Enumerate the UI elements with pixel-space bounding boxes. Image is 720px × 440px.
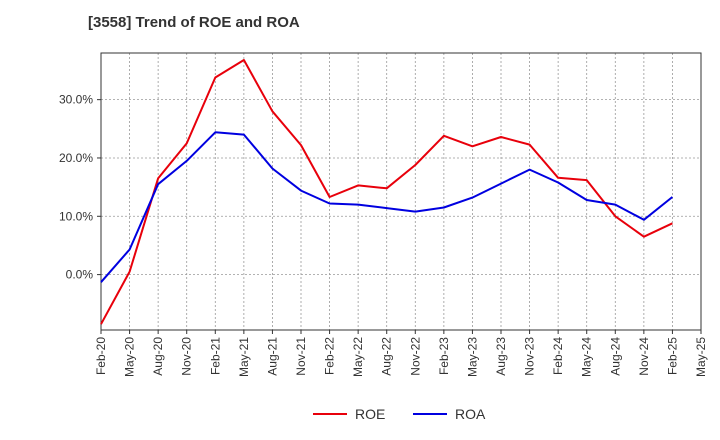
x-tick-label: Nov-24 [637,337,651,376]
x-tick-label: Aug-22 [380,337,394,376]
x-tick-label: Nov-20 [180,337,194,376]
grid-lines [100,53,702,330]
legend: ROE ROA [313,406,486,422]
x-tick-label: Nov-21 [294,337,308,376]
x-tick-label: Nov-23 [523,337,537,376]
x-tick-label: Feb-20 [94,337,108,375]
x-tick-label: May-21 [237,337,251,377]
y-tick-label: 0.0% [66,268,94,282]
x-tick-label: May-22 [351,337,365,377]
x-tick-label: Feb-22 [323,337,337,375]
x-tick-label: Aug-20 [151,337,165,376]
x-tick-label: Feb-25 [665,337,679,375]
x-tick-label: Feb-24 [551,337,565,375]
series-line-roe [100,59,673,325]
x-tick-label: Feb-21 [208,337,222,375]
chart-title: [3558] Trend of ROE and ROA [88,14,300,31]
series-line-roa [100,131,674,283]
y-tick-label: 10.0% [59,209,93,223]
legend-label-roa: ROA [455,406,486,422]
y-tick-label: 30.0% [59,93,93,107]
y-axis-ticks: 0.0% 10.0% 20.0% 30.0% [59,93,101,282]
x-axis-ticks: Feb-20 May-20 Aug-20 Nov-20 Feb-21 May-21 Aug-… [94,330,708,377]
x-tick-label: May-25 [694,337,708,377]
legend-label-roe: ROE [355,406,385,422]
x-tick-label: Feb-23 [437,337,451,375]
plot-area [100,52,702,331]
x-tick-label: May-20 [123,337,137,377]
x-tick-label: Nov-22 [408,337,422,376]
series-lines [100,59,674,325]
x-tick-label: Aug-21 [265,337,279,376]
x-tick-label: May-23 [465,337,479,377]
x-tick-label: May-24 [580,337,594,377]
x-tick-label: Aug-24 [608,337,622,376]
y-tick-label: 20.0% [59,151,93,165]
x-tick-label: Aug-23 [494,337,508,376]
